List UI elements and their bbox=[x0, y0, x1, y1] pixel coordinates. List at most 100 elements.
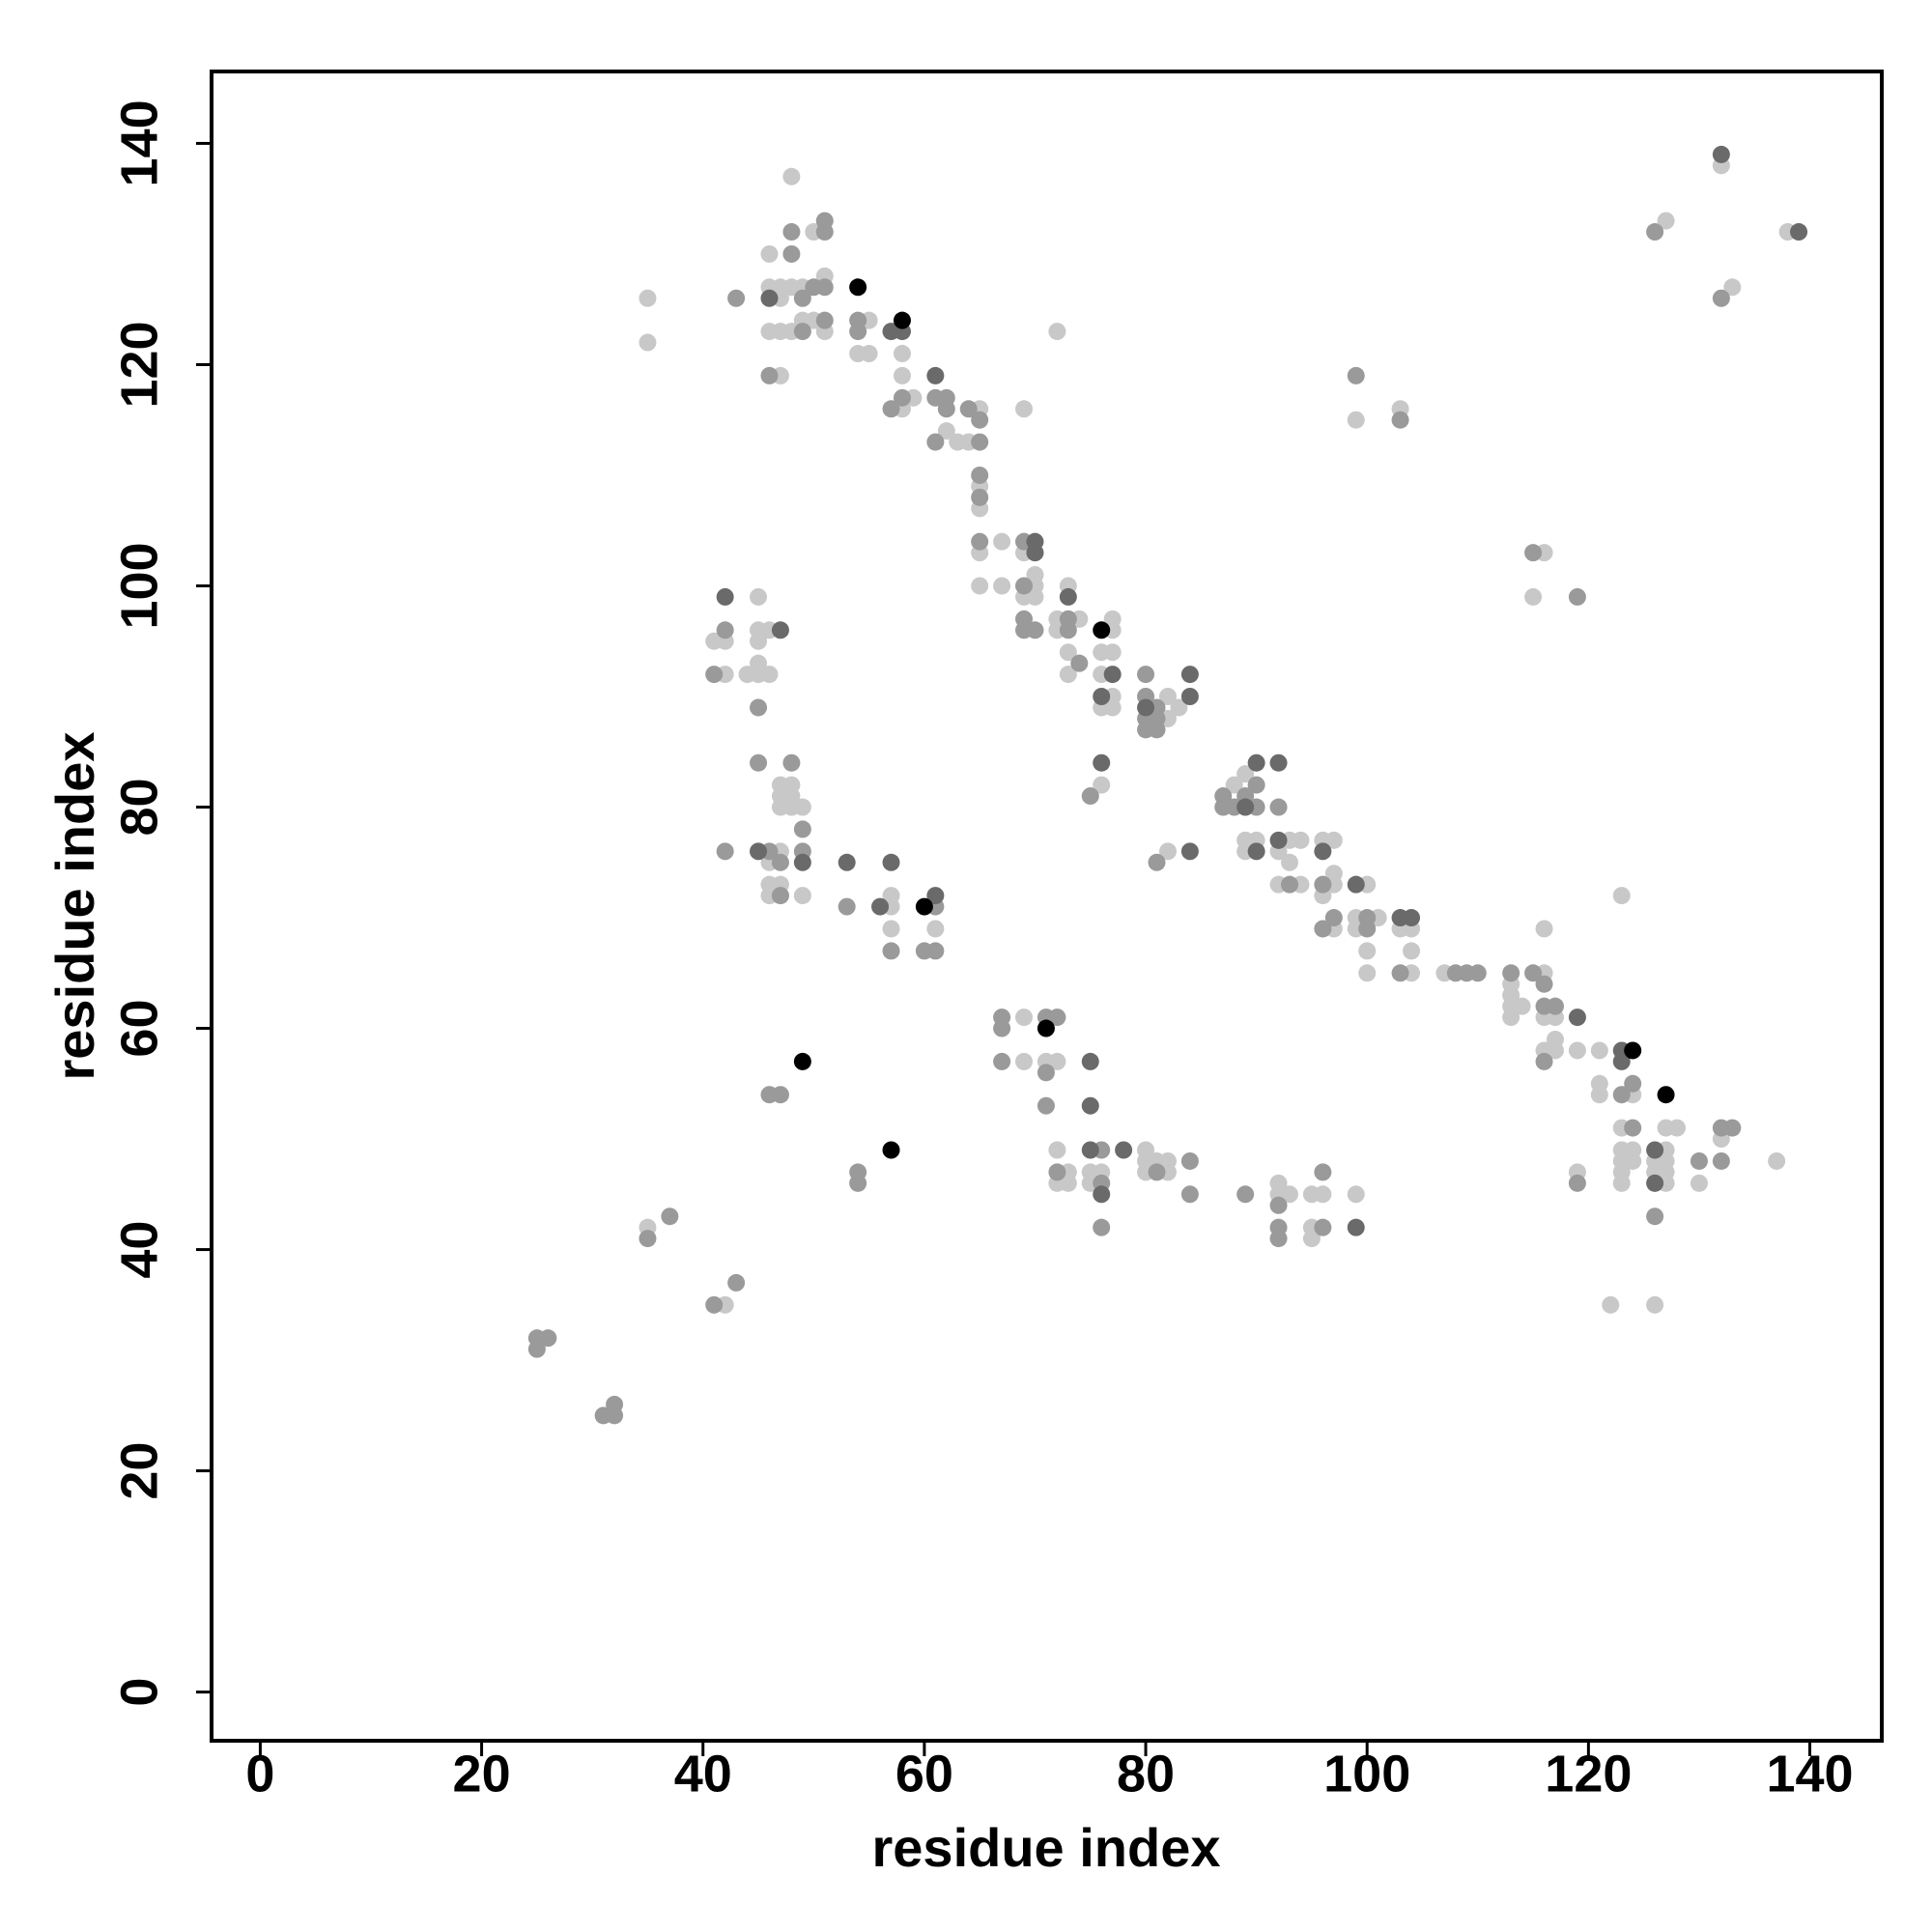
y-tick-label: 0 bbox=[110, 1678, 168, 1707]
point bbox=[661, 1208, 679, 1226]
point bbox=[1247, 753, 1265, 772]
plot-frame bbox=[210, 70, 1884, 1743]
point bbox=[782, 223, 801, 242]
point bbox=[1059, 666, 1077, 684]
point bbox=[1093, 621, 1111, 639]
point bbox=[1391, 411, 1409, 429]
point bbox=[639, 1230, 657, 1248]
point bbox=[1502, 964, 1520, 982]
point bbox=[1081, 1052, 1099, 1070]
point bbox=[882, 1141, 900, 1159]
point bbox=[1103, 698, 1122, 717]
point bbox=[793, 820, 811, 838]
point bbox=[639, 333, 657, 352]
x-tick-label: 80 bbox=[1117, 1745, 1175, 1803]
point bbox=[1712, 145, 1730, 163]
point bbox=[716, 587, 734, 606]
point bbox=[882, 853, 900, 871]
point bbox=[926, 366, 945, 384]
point bbox=[527, 1340, 546, 1358]
point bbox=[760, 289, 779, 307]
point bbox=[1690, 1151, 1708, 1170]
point bbox=[1314, 1163, 1332, 1181]
point bbox=[1690, 1174, 1708, 1192]
point bbox=[1269, 798, 1288, 816]
point bbox=[882, 400, 900, 418]
point bbox=[926, 433, 945, 451]
point bbox=[750, 698, 768, 717]
point bbox=[1568, 587, 1586, 606]
point bbox=[750, 753, 768, 772]
point bbox=[1612, 1086, 1631, 1104]
point bbox=[727, 1273, 746, 1292]
point bbox=[771, 1086, 789, 1104]
point bbox=[993, 1052, 1011, 1070]
point bbox=[1314, 920, 1332, 938]
point bbox=[716, 621, 734, 639]
point bbox=[937, 422, 955, 440]
point bbox=[639, 289, 657, 307]
point bbox=[971, 466, 989, 484]
x-tick-label: 40 bbox=[674, 1745, 732, 1803]
point bbox=[1037, 1064, 1055, 1082]
point bbox=[793, 289, 811, 307]
point bbox=[849, 323, 867, 341]
point bbox=[893, 311, 911, 329]
point bbox=[1059, 643, 1077, 662]
point bbox=[1292, 831, 1310, 849]
point bbox=[1646, 223, 1664, 242]
y-tick-label: 120 bbox=[110, 321, 168, 408]
point bbox=[926, 887, 945, 905]
point bbox=[1236, 1185, 1255, 1204]
point bbox=[716, 842, 734, 861]
point bbox=[1081, 1141, 1099, 1159]
point bbox=[1668, 1119, 1687, 1137]
point bbox=[750, 632, 768, 650]
point bbox=[606, 1395, 624, 1413]
point bbox=[1281, 853, 1299, 871]
point bbox=[771, 621, 789, 639]
point bbox=[1170, 698, 1188, 717]
point bbox=[1602, 1295, 1620, 1314]
point bbox=[782, 753, 801, 772]
point bbox=[750, 842, 768, 861]
point bbox=[1358, 964, 1377, 982]
point bbox=[705, 1295, 724, 1314]
point bbox=[760, 666, 779, 684]
point bbox=[1281, 1185, 1299, 1204]
point bbox=[1158, 842, 1177, 861]
point bbox=[1048, 1052, 1066, 1070]
point bbox=[1712, 1151, 1730, 1170]
point bbox=[882, 942, 900, 960]
point bbox=[1391, 964, 1409, 982]
y-tick-label: 20 bbox=[110, 1442, 168, 1500]
point bbox=[1093, 1185, 1111, 1204]
point bbox=[1026, 621, 1044, 639]
point bbox=[1026, 587, 1044, 606]
point bbox=[1624, 1119, 1642, 1137]
point bbox=[993, 577, 1011, 595]
x-tick-label: 20 bbox=[453, 1745, 511, 1803]
point bbox=[1723, 1119, 1742, 1137]
point bbox=[1180, 666, 1199, 684]
point bbox=[1015, 577, 1034, 595]
point bbox=[1180, 842, 1199, 861]
point bbox=[1546, 1041, 1564, 1060]
point bbox=[971, 577, 989, 595]
point bbox=[959, 400, 978, 418]
point bbox=[705, 666, 724, 684]
point bbox=[1269, 753, 1288, 772]
point bbox=[1148, 1163, 1166, 1181]
point bbox=[926, 942, 945, 960]
point bbox=[1535, 920, 1553, 938]
point bbox=[1612, 887, 1631, 905]
point bbox=[1723, 278, 1742, 297]
point bbox=[1324, 831, 1343, 849]
point bbox=[793, 853, 811, 871]
point bbox=[1524, 964, 1543, 982]
point bbox=[915, 897, 933, 916]
point bbox=[1037, 1019, 1055, 1037]
point bbox=[1314, 842, 1332, 861]
point bbox=[1568, 1041, 1586, 1060]
point bbox=[1015, 1052, 1034, 1070]
